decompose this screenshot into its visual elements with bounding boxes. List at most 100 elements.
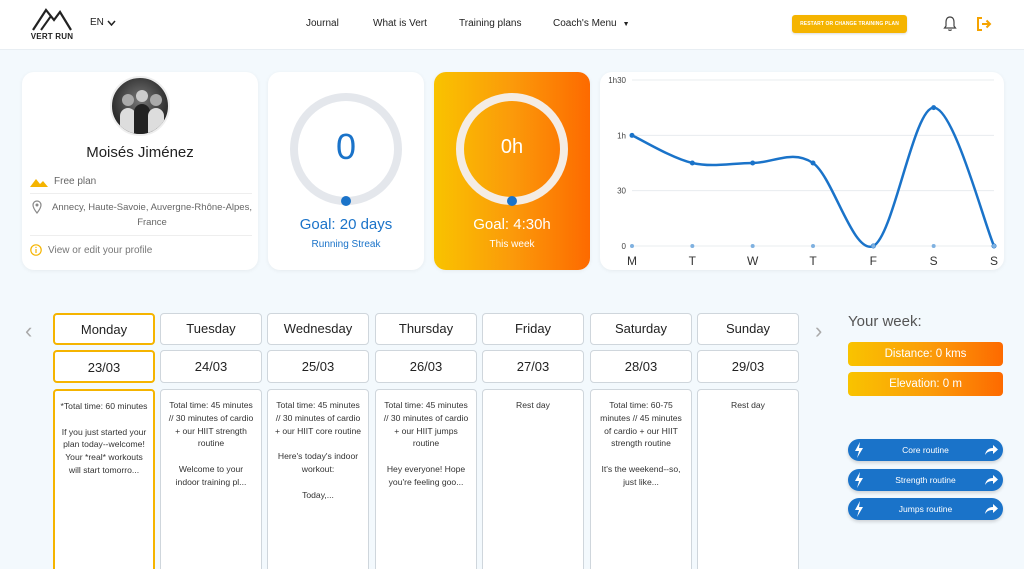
location-pin-icon <box>32 200 42 214</box>
running-streak-card: 0 Goal: 20 days Running Streak <box>268 72 424 270</box>
nav-training-plans[interactable]: Training plans <box>459 18 522 29</box>
top-navbar: VERT RUN EN Journal What is Vert Trainin… <box>0 0 1024 50</box>
week-time-progress-dot <box>507 196 517 206</box>
streak-progress-dot <box>341 196 351 206</box>
chevron-down-icon <box>107 20 116 26</box>
day-workout-wednesday[interactable]: Total time: 45 minutes // 30 minutes of … <box>267 389 369 569</box>
chart-baseline-dot <box>811 244 815 248</box>
day-header-sunday[interactable]: Sunday <box>697 313 799 345</box>
previous-week-arrow[interactable]: ‹ <box>25 318 33 343</box>
coachs-menu-label: Coach's Menu <box>553 18 617 29</box>
week-time-label: This week <box>489 239 535 250</box>
lightning-icon <box>855 501 863 517</box>
mountains-icon <box>30 178 48 187</box>
day-date-monday[interactable]: 23/03 <box>53 350 155 383</box>
nav-what-is-vert[interactable]: What is Vert <box>373 18 427 29</box>
info-icon <box>30 244 42 256</box>
chart-x-tick-label: S <box>990 254 998 268</box>
chart-y-tick-label: 30 <box>617 187 626 196</box>
share-arrow-icon <box>985 445 998 455</box>
chart-data-point <box>810 160 816 166</box>
nav-coachs-menu[interactable]: Coach's Menu ▼ <box>553 18 630 29</box>
chart-data-point <box>931 105 937 111</box>
chart-data-point <box>689 160 695 166</box>
weekly-time-card: 0h Goal: 4:30h This week <box>434 72 590 270</box>
streak-label: Running Streak <box>311 239 381 250</box>
avatar <box>110 76 170 136</box>
share-arrow-icon <box>985 504 998 514</box>
chart-baseline-dot <box>750 244 755 248</box>
chart-baseline-dot <box>630 244 634 248</box>
streak-goal: Goal: 20 days <box>299 216 393 233</box>
day-header-tuesday[interactable]: Tuesday <box>160 313 262 345</box>
location-row: Annecy, Haute-Savoie, Auvergne-Rhône-Alp… <box>30 198 252 236</box>
mountain-logo-icon <box>32 8 72 31</box>
strength-routine-label: Strength routine <box>895 475 956 485</box>
chart-x-tick-label: T <box>809 254 817 268</box>
day-date-wednesday[interactable]: 25/03 <box>267 350 369 383</box>
chart-data-point <box>629 132 635 138</box>
day-date-friday[interactable]: 27/03 <box>482 350 584 383</box>
next-week-arrow[interactable]: › <box>815 318 823 343</box>
plan-row: Free plan <box>30 170 252 194</box>
chart-baseline-dot <box>992 244 996 248</box>
your-week-title: Your week: <box>848 313 922 330</box>
day-header-saturday[interactable]: Saturday <box>590 313 692 345</box>
day-date-saturday[interactable]: 28/03 <box>590 350 692 383</box>
bell-icon[interactable] <box>943 16 957 32</box>
chart-y-tick-label: 0 <box>622 242 627 251</box>
day-header-friday[interactable]: Friday <box>482 313 584 345</box>
jumps-routine-button[interactable]: Jumps routine <box>848 498 1003 520</box>
jumps-routine-label: Jumps routine <box>898 504 953 514</box>
day-header-wednesday[interactable]: Wednesday <box>267 313 369 345</box>
profile-name: Moisés Jiménez <box>86 144 194 161</box>
day-workout-friday[interactable]: Rest day <box>482 389 584 569</box>
week-time-ring: 0h <box>454 91 570 207</box>
language-label: EN <box>90 17 104 28</box>
caret-down-icon: ▼ <box>622 21 630 28</box>
chart-baseline-dot <box>931 244 936 248</box>
day-date-sunday[interactable]: 29/03 <box>697 350 799 383</box>
day-workout-thursday[interactable]: Total time: 45 minutes // 30 minutes of … <box>375 389 477 569</box>
day-workout-saturday[interactable]: Total time: 60-75 minutes // 45 minutes … <box>590 389 692 569</box>
edit-profile-label: View or edit your profile <box>48 244 153 256</box>
weekly-chart-card: 0 30 1h 1h30 M T W T F S S <box>600 72 1004 270</box>
core-routine-label: Core routine <box>902 445 949 455</box>
core-routine-button[interactable]: Core routine <box>848 439 1003 461</box>
day-date-tuesday[interactable]: 24/03 <box>160 350 262 383</box>
chart-data-point <box>750 160 756 166</box>
day-workout-sunday[interactable]: Rest day <box>697 389 799 569</box>
chart-x-tick-label: T <box>689 254 697 268</box>
plan-label: Free plan <box>54 176 97 187</box>
chart-baseline-dot <box>690 244 695 248</box>
day-header-monday[interactable]: Monday <box>53 313 155 345</box>
strength-routine-button[interactable]: Strength routine <box>848 469 1003 491</box>
nav-journal[interactable]: Journal <box>306 18 339 29</box>
chart-x-tick-label: S <box>930 254 938 268</box>
chart-baseline-dot <box>871 244 876 248</box>
streak-value: 0 <box>335 126 357 167</box>
profile-card: Moisés Jiménez Free plan Annecy, Haute-S… <box>22 72 258 270</box>
chart-y-tick-label: 1h <box>617 131 626 140</box>
chart-y-tick-label: 1h30 <box>608 76 626 85</box>
restart-plan-button[interactable]: RESTART OR CHANGE TRAINING PLAN <box>792 15 907 33</box>
edit-profile-link[interactable]: View or edit your profile <box>30 244 152 256</box>
logout-icon[interactable] <box>976 16 992 32</box>
day-date-thursday[interactable]: 26/03 <box>375 350 477 383</box>
chart-x-tick-label: W <box>747 254 759 268</box>
location-text: Annecy, Haute-Savoie, Auvergne-Rhône-Alp… <box>52 202 252 228</box>
logo-text: VERT RUN <box>30 32 74 41</box>
distance-stat: Distance: 0 kms <box>848 342 1003 366</box>
lightning-icon <box>855 442 863 458</box>
week-time-goal: Goal: 4:30h <box>473 216 551 233</box>
day-workout-tuesday[interactable]: Total time: 45 minutes // 30 minutes of … <box>160 389 262 569</box>
elevation-stat: Elevation: 0 m <box>848 372 1003 396</box>
chart-x-tick-label: F <box>870 254 877 268</box>
streak-ring: 0 <box>288 91 404 207</box>
chart-x-tick-label: M <box>627 254 637 268</box>
share-arrow-icon <box>985 475 998 485</box>
language-selector[interactable]: EN <box>90 17 116 28</box>
vert-run-logo[interactable]: VERT RUN <box>30 6 74 42</box>
day-header-thursday[interactable]: Thursday <box>375 313 477 345</box>
day-workout-monday[interactable]: *Total time: 60 minutes If you just star… <box>53 389 155 569</box>
